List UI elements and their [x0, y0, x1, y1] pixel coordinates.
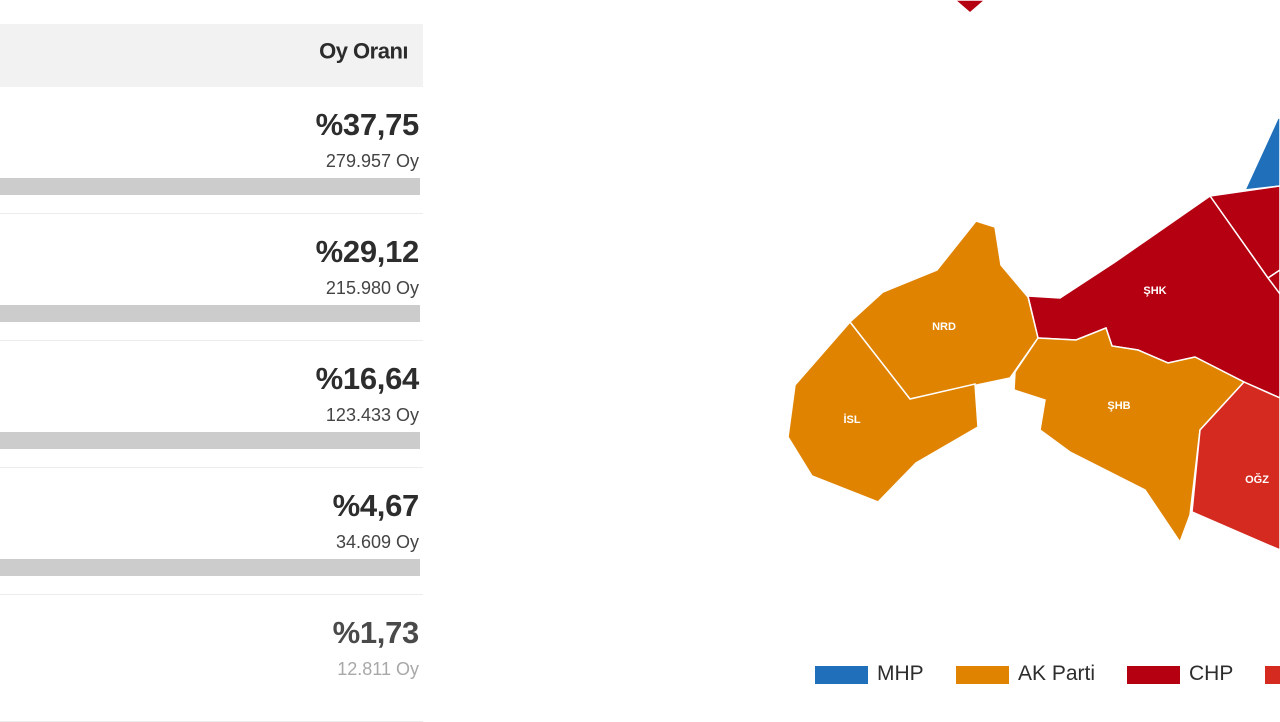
vote-bar: [0, 178, 420, 195]
district-label-shk: ŞHK: [1143, 285, 1166, 297]
district-label-nrd: NRD: [932, 321, 956, 333]
vote-percent: %16,64: [315, 361, 420, 396]
vote-bar: [0, 305, 420, 322]
result-row: %16,64 123.433 Oy: [0, 341, 423, 468]
legend-swatch: [815, 666, 868, 684]
vote-bar: [0, 559, 420, 576]
district-mhp-partial[interactable]: [1243, 117, 1280, 191]
vote-count: 12.811 Oy: [337, 659, 419, 679]
legend-label: AK Parti: [1018, 662, 1096, 685]
vote-bar: [0, 432, 420, 449]
district-isl[interactable]: [787, 320, 979, 503]
vote-share-column-title: Oy Oranı: [319, 38, 408, 64]
legend-swatch: [1265, 666, 1280, 684]
vote-percent: %29,12: [315, 234, 420, 269]
vote-count: 279.957 Oy: [325, 151, 419, 171]
result-row: %4,67 34.609 Oy: [0, 468, 423, 595]
district-top-partial[interactable]: [953, 0, 987, 14]
legend-label: MHP: [877, 662, 924, 685]
legend-swatch: [956, 666, 1009, 684]
district-label-ogz: OĞZ: [1245, 473, 1269, 486]
district-nrd[interactable]: [848, 220, 1039, 400]
vote-percent: %37,75: [315, 107, 420, 142]
vote-percent: %4,67: [332, 488, 420, 523]
result-row: %29,12 215.980 Oy: [0, 214, 423, 341]
district-label-isl: İSL: [843, 413, 860, 426]
vote-count: 123.433 Oy: [325, 405, 419, 425]
results-table-header: Oy Oranı: [0, 24, 423, 87]
vote-count: 215.980 Oy: [325, 278, 419, 298]
vote-count: 34.609 Oy: [335, 532, 419, 552]
legend-label: CHP: [1189, 662, 1234, 685]
result-row: %37,75 279.957 Oy: [0, 87, 423, 214]
district-ogz[interactable]: [1191, 381, 1280, 551]
district-shb[interactable]: [1013, 327, 1246, 544]
vote-percent: %1,73: [332, 615, 420, 650]
legend-swatch: [1127, 666, 1180, 684]
results-list: %37,75 279.957 Oy %29,12 215.980 Oy %16,…: [0, 87, 423, 722]
district-label-shb: ŞHB: [1107, 400, 1130, 412]
